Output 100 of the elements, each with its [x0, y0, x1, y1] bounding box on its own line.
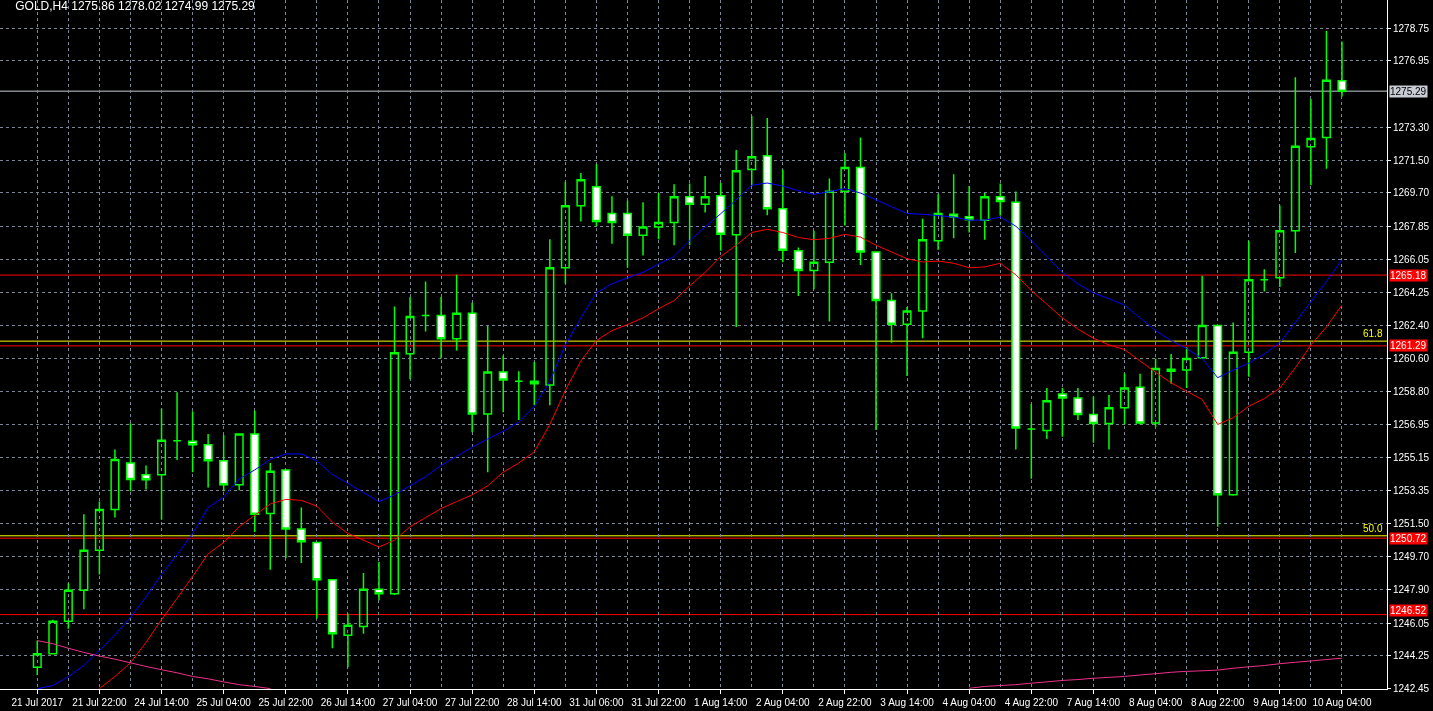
- candlestick: [125, 422, 136, 492]
- annotation: 50.0: [1363, 523, 1383, 534]
- annotation: 61.8: [1363, 328, 1383, 339]
- candlestick: [156, 407, 167, 521]
- candlestick: [638, 201, 648, 257]
- y-tick-label: 1262.40: [1393, 320, 1430, 332]
- x-tick-label: 9 Aug 14:00: [1253, 697, 1307, 708]
- x-tick-label: 24 Jul 14:00: [134, 697, 190, 708]
- x-tick-label: 2 Aug 22:00: [818, 697, 873, 708]
- x-tick-label: 3 Aug 14:00: [880, 697, 935, 708]
- y-tick-label: 1276.95: [1393, 55, 1430, 67]
- x-tick-label: 27 Jul 22:00: [444, 697, 500, 708]
- y-tick-label: 1242.45: [1393, 683, 1430, 695]
- candlestick: [1228, 321, 1238, 497]
- candlestick: [312, 541, 322, 620]
- candlestick: [172, 391, 182, 461]
- y-tick-label: 1267.85: [1393, 221, 1430, 233]
- candlestick: [1119, 372, 1130, 426]
- y-tick-label: 1247.90: [1393, 583, 1430, 595]
- y-tick-label: 1258.80: [1393, 385, 1430, 397]
- x-tick-label: 27 Jul 04:00: [382, 697, 438, 708]
- candlestick: [452, 273, 462, 352]
- candlestick: [716, 182, 726, 252]
- candlestick: [1306, 98, 1316, 186]
- candlestick: [529, 361, 539, 407]
- candlestick: [1011, 190, 1021, 451]
- ref-line-label: 1275.29: [1390, 86, 1427, 97]
- candlestick: [63, 582, 73, 630]
- x-tick-label: 25 Jul 22:00: [258, 697, 314, 708]
- candlestick: [607, 195, 617, 245]
- candlestick: [980, 192, 990, 241]
- candlestick: [793, 246, 803, 297]
- x-tick-label: 10 Aug 04:00: [1312, 697, 1372, 708]
- candlestick: [436, 296, 446, 360]
- candlestick: [747, 115, 757, 187]
- ref-line-label: 1265.18: [1390, 270, 1427, 281]
- candlestick: [731, 149, 741, 328]
- candlestick: [281, 469, 291, 560]
- candlestick: [840, 152, 850, 227]
- x-tick-label: 21 Jul 2017: [11, 697, 64, 708]
- candlestick: [421, 280, 431, 333]
- candlestick: [809, 229, 819, 291]
- candlestick: [48, 618, 58, 655]
- x-tick-label: 28 Jul 14:00: [507, 697, 562, 708]
- candlestick: [1290, 76, 1300, 254]
- candlestick: [1213, 324, 1223, 528]
- candlestick: [1026, 403, 1036, 480]
- x-tick-label: 2 Aug 04:00: [756, 697, 810, 708]
- y-tick-label: 1278.75: [1393, 22, 1430, 34]
- ref-line-label: 1261.29: [1390, 340, 1427, 351]
- candlestick: [762, 117, 772, 216]
- ref-line-label: 1250.72: [1390, 533, 1427, 544]
- candlestick: [343, 613, 353, 669]
- candlestick: [250, 410, 260, 533]
- candlestick: [778, 168, 788, 264]
- candlestick: [685, 182, 695, 246]
- y-tick-label: 1256.95: [1393, 419, 1430, 431]
- y-tick-label: 1260.60: [1393, 352, 1430, 364]
- candlestick: [358, 572, 368, 635]
- candlestick: [1275, 204, 1285, 288]
- candlestick: [1057, 387, 1067, 438]
- candlestick: [188, 410, 198, 473]
- candlestick: [1259, 268, 1269, 293]
- candlestick: [1135, 372, 1145, 426]
- x-tick-label: 31 Jul 22:00: [631, 697, 687, 708]
- candlestick: [622, 199, 633, 269]
- candlestick: [1244, 239, 1254, 378]
- x-tick-label: 31 Jul 06:00: [569, 697, 625, 708]
- candlestick: [141, 464, 151, 491]
- candlestick: [1151, 357, 1161, 428]
- candlestick: [203, 433, 213, 489]
- candlestick: [918, 218, 928, 339]
- candlestick: [871, 251, 881, 431]
- y-tick-label: 1253.35: [1393, 484, 1430, 496]
- candlestick: [824, 177, 834, 323]
- candlestick: [1337, 40, 1347, 98]
- candlestick: [1321, 30, 1331, 170]
- candlestick: [995, 182, 1005, 217]
- candlestick: [545, 238, 555, 407]
- x-tick-label: 25 Jul 04:00: [196, 697, 252, 708]
- candlestick: [327, 578, 337, 649]
- candlestick: [886, 292, 897, 344]
- candlestick: [654, 192, 664, 240]
- y-tick-label: 1264.25: [1393, 286, 1430, 298]
- y-tick-label: 1246.05: [1393, 617, 1430, 629]
- candlestick: [902, 306, 912, 377]
- candlestick: [498, 354, 508, 414]
- candlestick: [79, 513, 89, 611]
- x-tick-label: 8 Aug 22:00: [1191, 697, 1245, 708]
- x-tick-label: 1 Aug 14:00: [693, 697, 748, 708]
- candlestick: [32, 639, 42, 676]
- y-tick-label: 1244.25: [1393, 650, 1430, 662]
- x-tick-label: 26 Jul 14:00: [320, 697, 376, 708]
- candlestick: [669, 183, 679, 246]
- candlestick: [1042, 387, 1052, 440]
- candlestick: [514, 370, 524, 421]
- ref-line-label: 1246.52: [1390, 605, 1427, 616]
- candlestick: [110, 448, 120, 519]
- candlestick: [483, 325, 493, 473]
- x-tick-label: 4 Aug 22:00: [1004, 697, 1059, 708]
